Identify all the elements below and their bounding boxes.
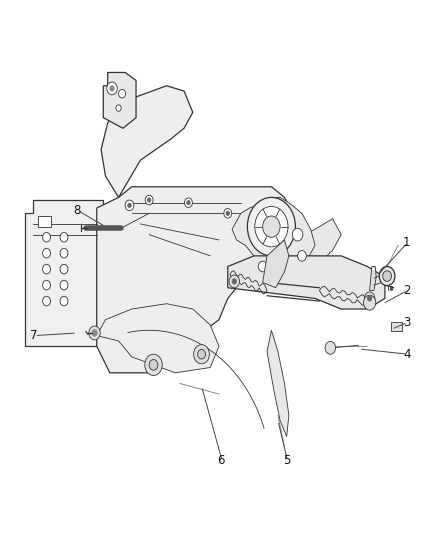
Circle shape: [276, 261, 285, 272]
Circle shape: [297, 251, 306, 261]
Circle shape: [292, 228, 303, 241]
Circle shape: [258, 261, 267, 272]
Text: 6: 6: [217, 454, 225, 467]
Circle shape: [42, 296, 50, 306]
Circle shape: [184, 198, 192, 207]
Circle shape: [107, 82, 117, 95]
Circle shape: [42, 248, 50, 258]
Polygon shape: [25, 200, 103, 346]
Polygon shape: [370, 266, 376, 290]
Text: 3: 3: [403, 316, 410, 329]
Text: 5: 5: [283, 454, 290, 467]
Circle shape: [116, 105, 121, 111]
Circle shape: [60, 280, 68, 290]
Circle shape: [226, 211, 230, 215]
Circle shape: [110, 86, 114, 91]
Circle shape: [125, 200, 134, 211]
Circle shape: [60, 232, 68, 242]
Text: 8: 8: [74, 204, 81, 217]
Text: 1: 1: [403, 236, 410, 249]
Circle shape: [379, 266, 395, 286]
Text: 7: 7: [30, 329, 37, 342]
Polygon shape: [228, 256, 385, 309]
Circle shape: [232, 279, 237, 284]
Circle shape: [383, 271, 392, 281]
Polygon shape: [267, 330, 289, 437]
Circle shape: [229, 275, 240, 288]
Circle shape: [42, 264, 50, 274]
Text: 2: 2: [403, 284, 410, 297]
Circle shape: [149, 360, 158, 370]
Circle shape: [89, 326, 100, 340]
Polygon shape: [232, 197, 315, 272]
Circle shape: [145, 354, 162, 375]
Circle shape: [263, 216, 280, 237]
Circle shape: [224, 208, 232, 218]
Circle shape: [42, 232, 50, 242]
Circle shape: [194, 345, 209, 364]
Circle shape: [187, 200, 190, 205]
Circle shape: [60, 296, 68, 306]
Circle shape: [364, 295, 376, 310]
Text: 4: 4: [403, 348, 410, 361]
Circle shape: [60, 264, 68, 274]
Circle shape: [60, 248, 68, 258]
Polygon shape: [97, 187, 293, 373]
Circle shape: [119, 90, 126, 98]
Polygon shape: [254, 219, 341, 288]
Polygon shape: [101, 86, 193, 197]
Circle shape: [128, 203, 131, 207]
Circle shape: [255, 206, 288, 247]
Circle shape: [148, 198, 151, 202]
Circle shape: [367, 296, 372, 301]
Circle shape: [247, 197, 295, 256]
Circle shape: [92, 330, 97, 336]
Circle shape: [325, 342, 336, 354]
Polygon shape: [392, 322, 403, 332]
Polygon shape: [38, 216, 51, 227]
Polygon shape: [263, 240, 289, 288]
Circle shape: [198, 350, 205, 359]
Circle shape: [364, 292, 375, 305]
Polygon shape: [103, 72, 136, 128]
Circle shape: [145, 195, 153, 205]
Circle shape: [42, 280, 50, 290]
Polygon shape: [97, 304, 219, 373]
